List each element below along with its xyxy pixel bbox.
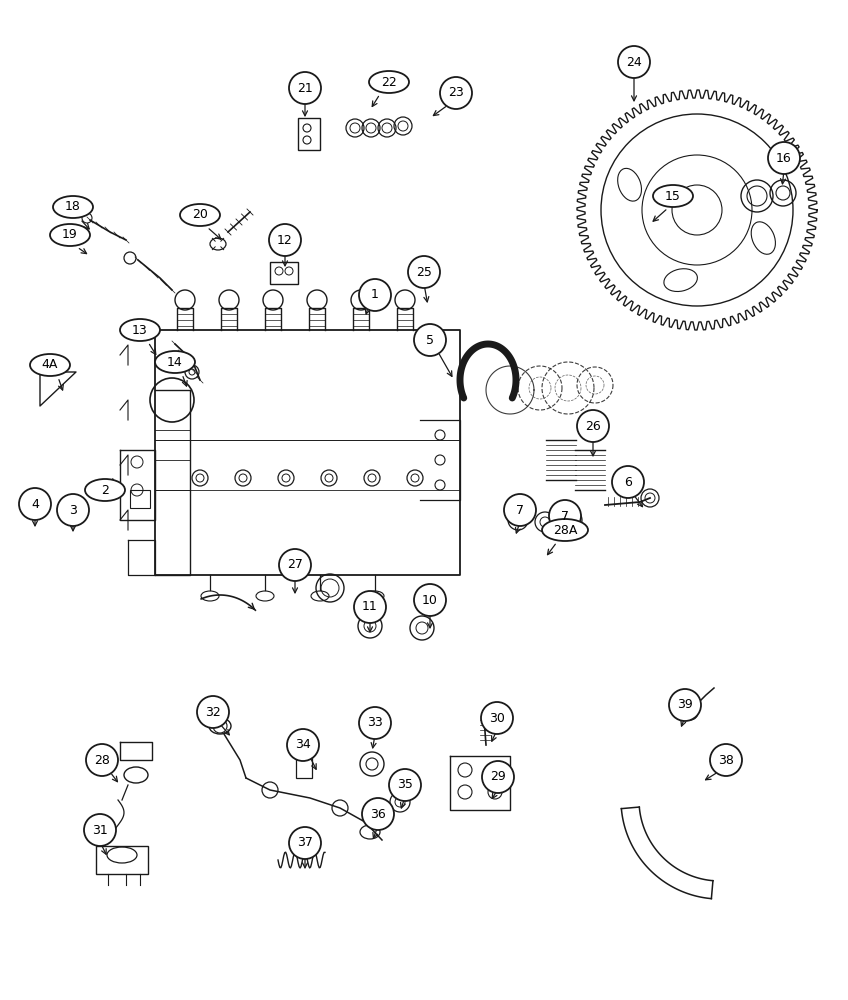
Circle shape: [549, 500, 581, 532]
Circle shape: [354, 591, 386, 623]
Circle shape: [504, 494, 536, 526]
Circle shape: [57, 494, 89, 526]
Text: 16: 16: [776, 151, 792, 164]
Circle shape: [362, 798, 394, 830]
Text: 4A: 4A: [42, 359, 59, 371]
Text: 36: 36: [370, 808, 386, 820]
Text: 31: 31: [92, 824, 108, 836]
Ellipse shape: [653, 185, 693, 207]
Circle shape: [84, 814, 116, 846]
Text: 10: 10: [422, 593, 438, 606]
Circle shape: [287, 729, 319, 761]
Circle shape: [19, 488, 51, 520]
Text: 25: 25: [416, 265, 432, 278]
Text: 5: 5: [426, 334, 434, 347]
Text: 14: 14: [167, 356, 183, 368]
Circle shape: [359, 707, 391, 739]
Text: 39: 39: [677, 698, 693, 712]
Text: 28: 28: [94, 754, 110, 766]
Ellipse shape: [369, 71, 409, 93]
Text: 22: 22: [381, 76, 397, 89]
Ellipse shape: [50, 224, 90, 246]
Circle shape: [408, 256, 440, 288]
Text: 28A: 28A: [553, 524, 577, 536]
Circle shape: [669, 689, 701, 721]
Text: 35: 35: [397, 778, 413, 792]
Text: 4: 4: [31, 497, 39, 510]
Ellipse shape: [120, 319, 160, 341]
Circle shape: [414, 324, 446, 356]
Text: 11: 11: [362, 600, 378, 613]
Text: 23: 23: [448, 87, 464, 100]
Ellipse shape: [53, 196, 93, 218]
Text: 33: 33: [367, 716, 383, 730]
Circle shape: [269, 224, 301, 256]
Text: 29: 29: [490, 770, 506, 784]
Circle shape: [86, 744, 118, 776]
Text: 27: 27: [287, 558, 303, 572]
Circle shape: [414, 584, 446, 616]
Text: 21: 21: [297, 82, 313, 95]
Ellipse shape: [30, 354, 70, 376]
Circle shape: [481, 702, 513, 734]
Circle shape: [389, 769, 421, 801]
Circle shape: [768, 142, 800, 174]
Circle shape: [710, 744, 742, 776]
Circle shape: [482, 761, 514, 793]
Text: 13: 13: [132, 324, 148, 336]
Ellipse shape: [155, 351, 195, 373]
Bar: [270, 262, 298, 284]
Circle shape: [359, 279, 391, 311]
Text: 34: 34: [295, 738, 311, 752]
Circle shape: [612, 466, 644, 498]
Text: 37: 37: [297, 836, 313, 850]
Text: 15: 15: [665, 190, 681, 202]
Circle shape: [618, 46, 650, 78]
Text: 7: 7: [516, 504, 524, 516]
Circle shape: [289, 827, 321, 859]
Ellipse shape: [542, 519, 588, 541]
Text: 30: 30: [489, 712, 505, 724]
Text: 6: 6: [624, 476, 632, 488]
Bar: [96, 846, 148, 874]
Text: 20: 20: [192, 209, 208, 222]
Bar: [130, 490, 150, 508]
Text: 2: 2: [101, 484, 109, 496]
Circle shape: [197, 696, 229, 728]
Ellipse shape: [180, 204, 220, 226]
Text: 24: 24: [626, 55, 642, 68]
Text: 3: 3: [69, 504, 77, 516]
Circle shape: [440, 77, 472, 109]
Text: 7: 7: [561, 510, 569, 522]
Text: 12: 12: [277, 233, 293, 246]
Text: 1: 1: [371, 288, 379, 302]
Circle shape: [279, 549, 311, 581]
Circle shape: [289, 72, 321, 104]
Text: 32: 32: [205, 706, 220, 718]
Text: 26: 26: [585, 420, 601, 432]
Bar: [296, 756, 312, 778]
Ellipse shape: [85, 479, 125, 501]
Text: 19: 19: [62, 229, 78, 241]
Circle shape: [577, 410, 609, 442]
Text: 38: 38: [718, 754, 734, 766]
Text: 18: 18: [65, 200, 81, 214]
Bar: [298, 118, 320, 150]
